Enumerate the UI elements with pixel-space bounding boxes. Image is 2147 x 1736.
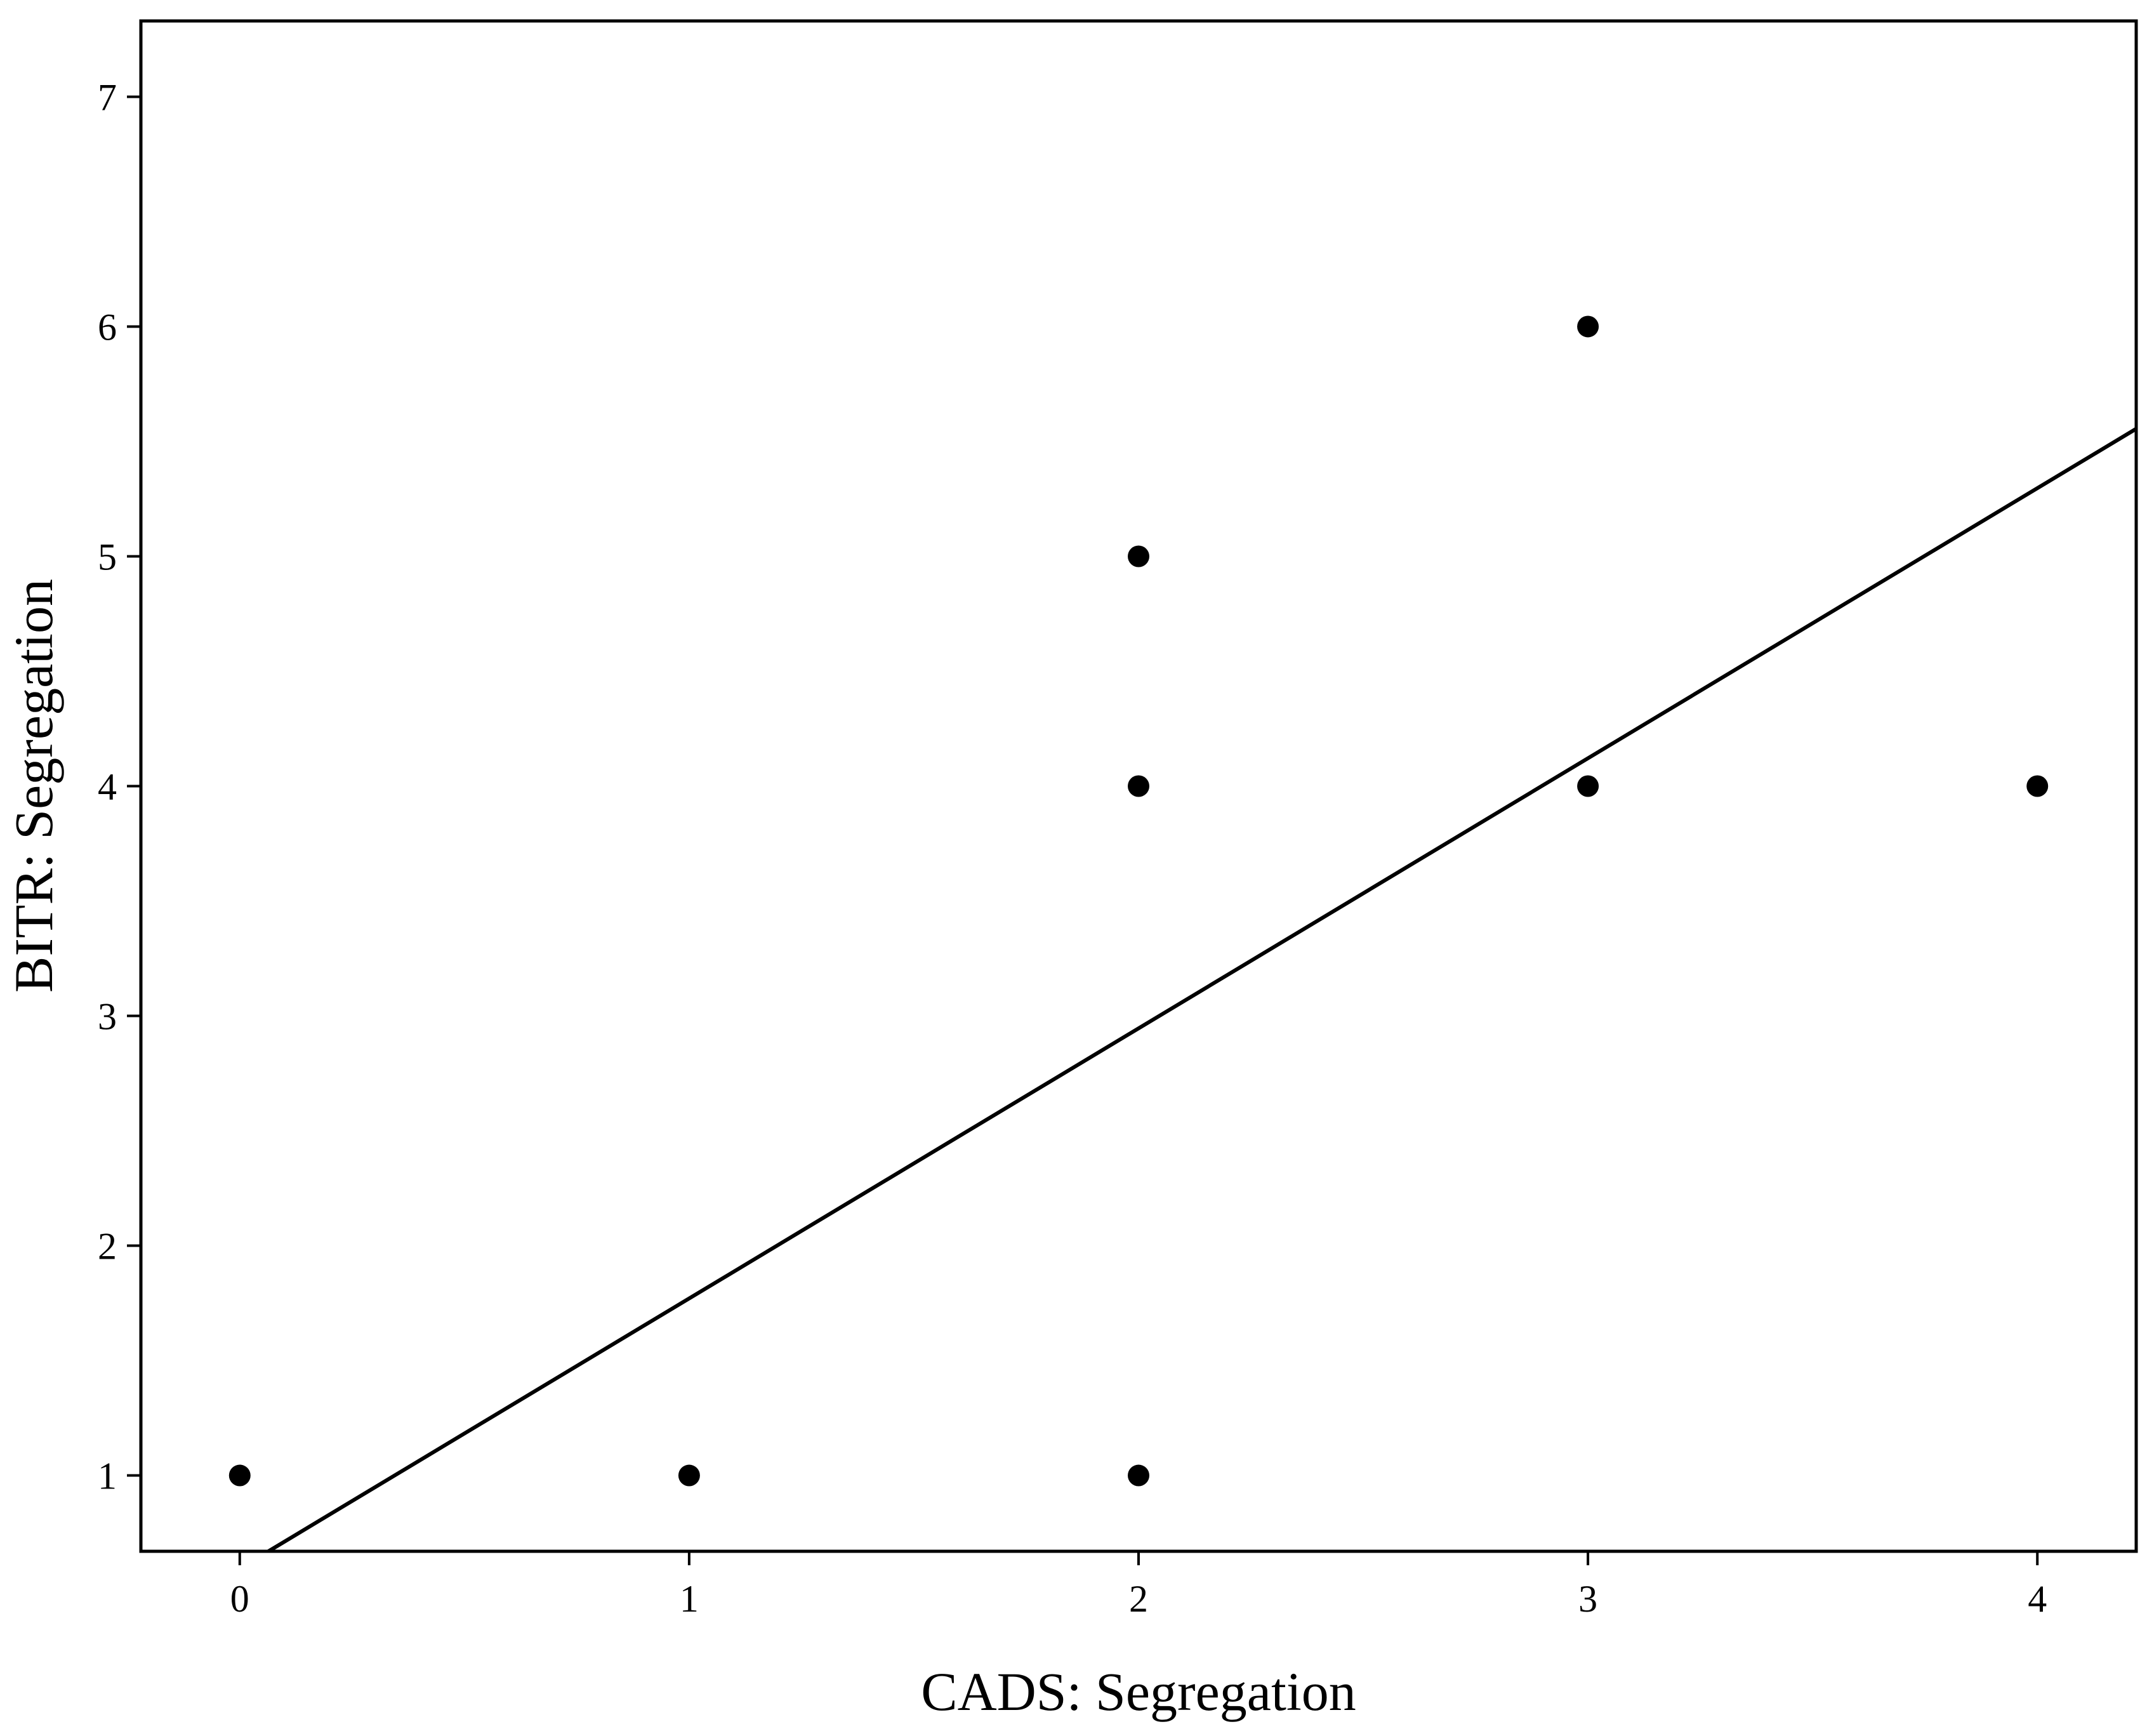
- x-tick-label: 1: [680, 1578, 699, 1620]
- x-tick-label: 4: [2028, 1578, 2047, 1620]
- y-axis: 1 2 3 4 5 6 7: [98, 76, 141, 1497]
- data-point: [2026, 775, 2049, 797]
- y-tick-label: 5: [98, 536, 117, 578]
- data-point: [1577, 775, 1599, 797]
- data-points: [228, 315, 2049, 1487]
- y-tick-label: 6: [98, 306, 117, 348]
- y-axis-title: BITR: Segregation: [3, 579, 64, 993]
- data-point: [1577, 315, 1599, 338]
- data-point: [1128, 545, 1149, 567]
- y-tick-label: 7: [98, 76, 117, 118]
- data-point: [1128, 1464, 1149, 1487]
- data-point: [678, 1464, 700, 1487]
- y-tick-label: 1: [98, 1455, 117, 1497]
- data-point: [228, 1464, 251, 1487]
- y-tick-label: 3: [98, 996, 117, 1038]
- x-tick-label: 0: [230, 1578, 249, 1620]
- y-tick-label: 2: [98, 1226, 117, 1268]
- y-tick-label: 4: [98, 766, 117, 808]
- x-tick-label: 2: [1129, 1578, 1148, 1620]
- x-axis: 0 1 2 3 4: [230, 1551, 2047, 1620]
- x-axis-title: CADS: Segregation: [921, 1661, 1356, 1722]
- regression-line: [267, 427, 2137, 1553]
- x-tick-label: 3: [1578, 1578, 1597, 1620]
- data-point: [1128, 775, 1149, 797]
